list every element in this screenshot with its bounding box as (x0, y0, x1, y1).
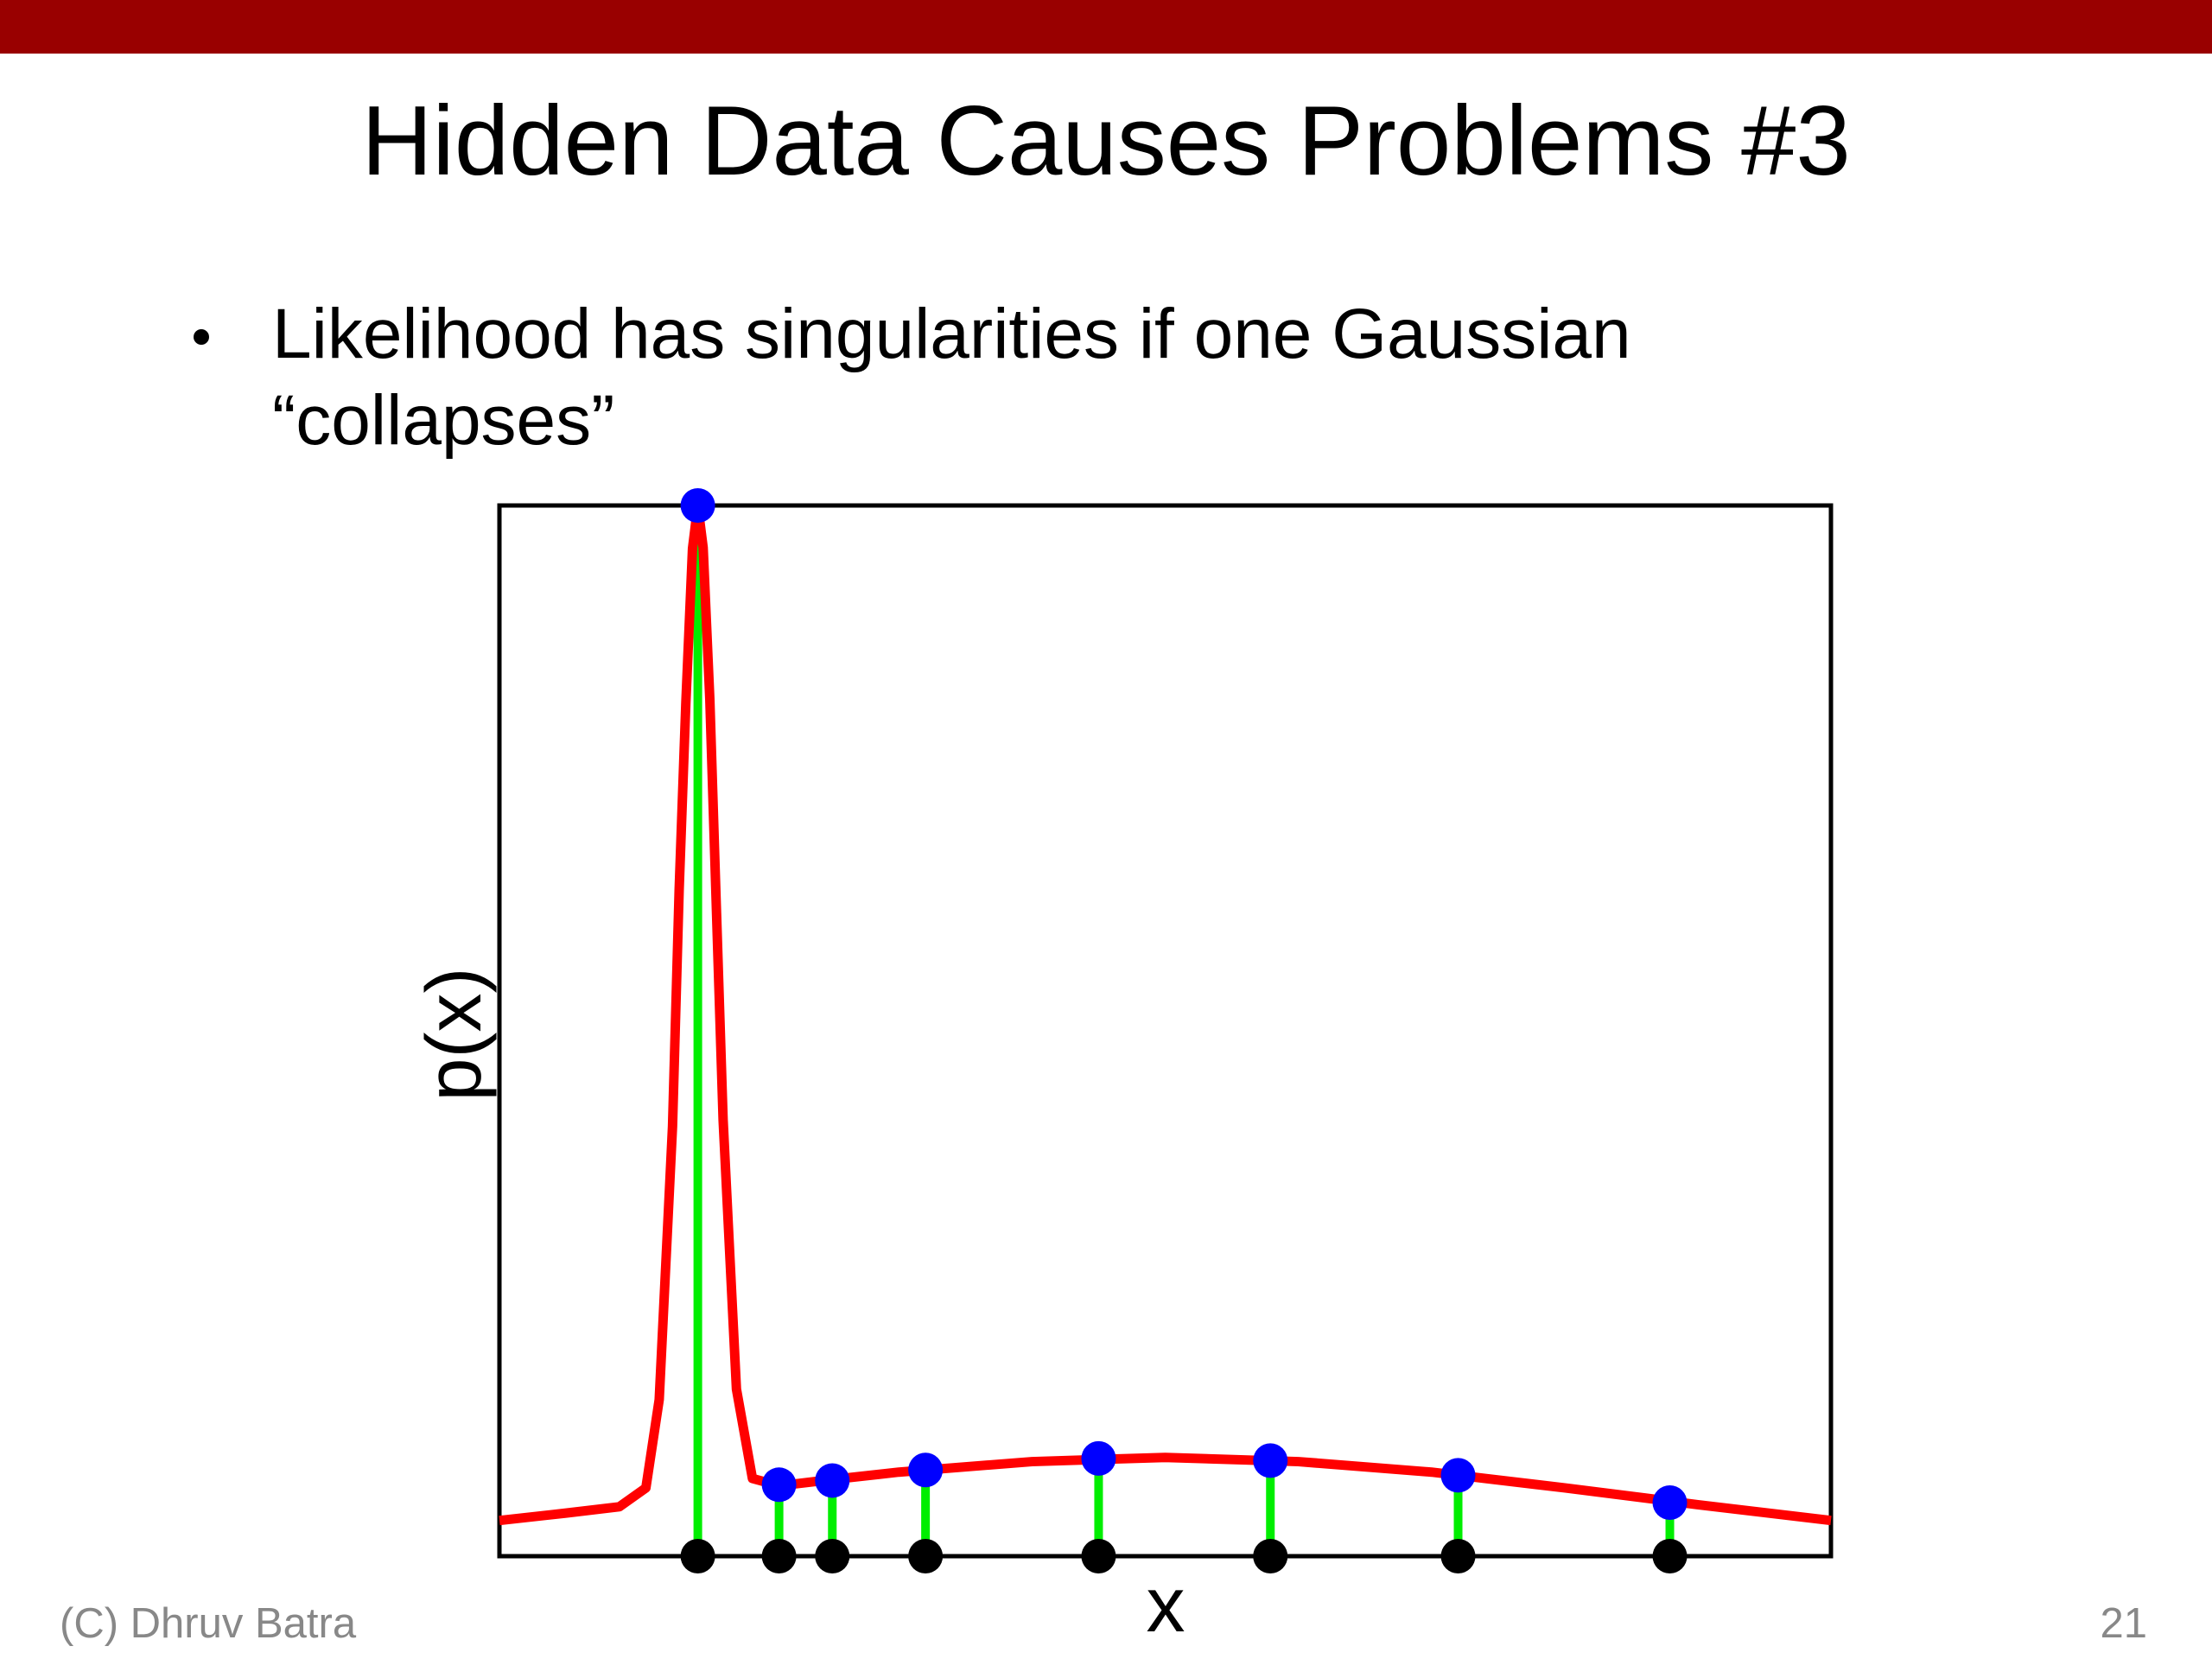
data-point-base (1440, 1539, 1476, 1573)
data-point-base (1253, 1539, 1288, 1573)
bullet-text: Likelihood has singularities if one Gaus… (272, 295, 1631, 373)
data-point (680, 488, 715, 523)
top-bar (0, 0, 2212, 54)
page-number: 21 (2100, 1600, 2147, 1647)
footer: (C) Dhruv Batra (60, 1600, 357, 1647)
data-point (815, 1463, 850, 1498)
data-point (1253, 1443, 1288, 1478)
data-point (1652, 1484, 1688, 1520)
data-point-base (908, 1539, 944, 1573)
slide-title: Hidden Data Causes Problems #3 (361, 86, 1851, 196)
data-point (761, 1467, 797, 1503)
plot-frame (497, 503, 1834, 1559)
bullet-text: “collapses” (272, 381, 614, 460)
y-axis-label: p(x) (411, 968, 498, 1102)
data-point-base (815, 1539, 850, 1573)
data-point (1081, 1440, 1116, 1476)
data-point-base (680, 1539, 715, 1573)
x-axis-label: x (1147, 1562, 1185, 1649)
data-point-base (1081, 1539, 1116, 1573)
data-point-base (1652, 1539, 1688, 1573)
bullet-dot (194, 329, 209, 345)
data-point (908, 1452, 944, 1488)
data-point (1440, 1458, 1476, 1493)
data-point-base (761, 1539, 797, 1573)
